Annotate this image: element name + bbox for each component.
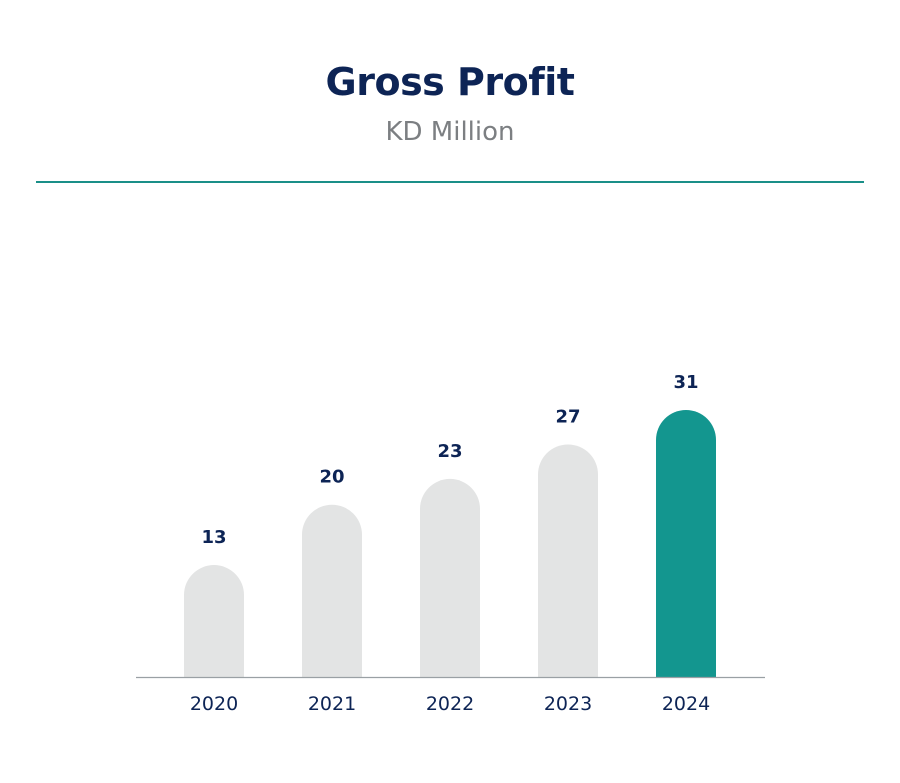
data-label-2021: 20 [319, 467, 344, 488]
bar-2021 [302, 504, 362, 677]
x-tick-label-2023: 2023 [544, 693, 592, 715]
bar-2023 [538, 444, 598, 677]
bar-2022 [420, 478, 480, 677]
data-label-2022: 23 [437, 441, 462, 462]
x-tick-label-2022: 2022 [426, 693, 474, 715]
data-label-2020: 13 [201, 527, 226, 548]
x-tick-label-2020: 2020 [190, 693, 238, 715]
chart-title: Gross Profit [325, 60, 575, 104]
bar-2020 [184, 565, 244, 677]
data-label-2024: 31 [673, 372, 698, 393]
data-label-2023: 27 [555, 406, 580, 427]
chart-subtitle: KD Million [385, 117, 515, 147]
header-divider [36, 181, 864, 183]
x-tick-label-2021: 2021 [308, 693, 356, 715]
bar-2024 [656, 410, 716, 677]
x-tick-label-2024: 2024 [662, 693, 710, 715]
